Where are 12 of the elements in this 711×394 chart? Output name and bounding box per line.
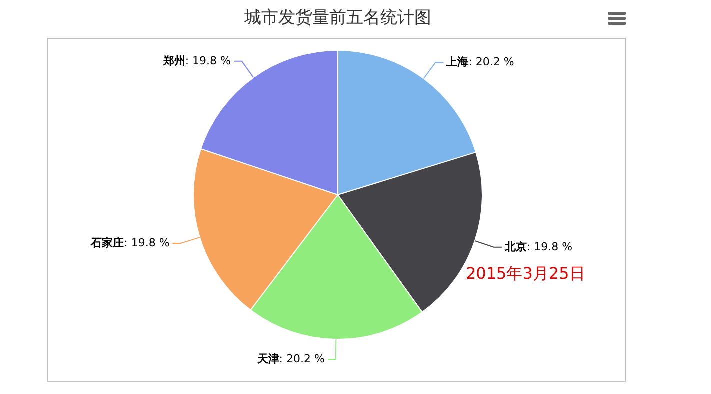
slice-label: 北京 <box>504 240 527 254</box>
data-label: : 20.2 % <box>279 352 325 366</box>
text: 2015年3月25日 <box>466 264 586 285</box>
slice-label: 郑州 <box>162 54 186 68</box>
data-label: : 20.2 % <box>468 56 514 69</box>
slice-label: 上海 <box>446 56 469 69</box>
slice-label: 天津 <box>256 352 280 366</box>
slice-label: 石家庄 <box>90 236 124 250</box>
data-label: : 19.8 % <box>526 240 573 254</box>
chart-title: 城市发货量前五名统计图 <box>244 7 432 29</box>
data-label: : 19.8 % <box>124 236 170 250</box>
data-label: : 19.8 % <box>185 54 231 68</box>
